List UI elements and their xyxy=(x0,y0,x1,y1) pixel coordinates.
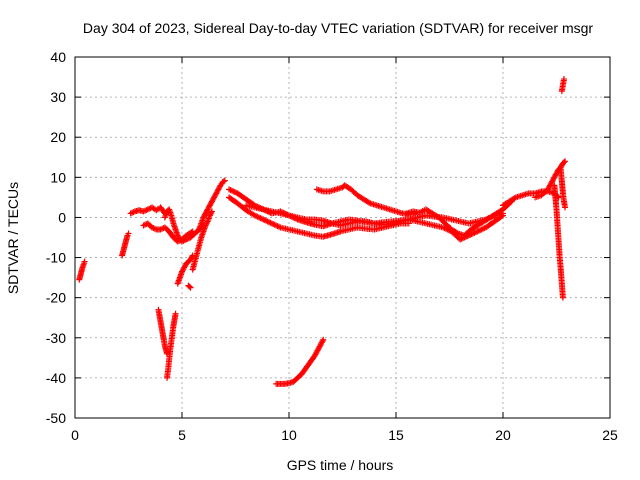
series-arc-19 xyxy=(532,158,569,201)
series-arc-8 xyxy=(174,252,196,287)
plot-frame xyxy=(74,56,611,419)
y-tick-label: 10 xyxy=(50,169,66,185)
series-arc-3 xyxy=(127,204,168,217)
data-point xyxy=(125,230,132,237)
x-tick-label: 15 xyxy=(388,427,404,443)
axis-ticks: 0 5 10 15 20 25 -50 -40 -30 -20 -10 0 10 20 30 40 xyxy=(46,49,618,443)
data-point-interp xyxy=(208,209,215,216)
data-point xyxy=(560,76,567,83)
data-point-interp xyxy=(511,195,518,202)
data-point xyxy=(221,177,228,184)
data-point-interp xyxy=(319,338,326,345)
y-tick-label: -20 xyxy=(46,290,66,306)
y-tick-label: -50 xyxy=(46,410,66,426)
y-tick-label: 30 xyxy=(50,89,66,105)
series-arc-12 xyxy=(226,194,412,240)
series-arc-16 xyxy=(313,182,419,218)
data-point-interp xyxy=(453,229,460,236)
x-tick-label: 20 xyxy=(495,427,511,443)
series-arc-7 xyxy=(164,310,179,381)
y-tick-label: -40 xyxy=(46,370,66,386)
data-point-interp xyxy=(186,283,193,290)
x-tick-label: 10 xyxy=(281,427,297,443)
data-points xyxy=(76,76,569,387)
series-arc-9 xyxy=(189,208,215,273)
series-arc-1 xyxy=(76,258,88,283)
data-point xyxy=(559,294,566,301)
y-tick-label: -10 xyxy=(46,250,66,266)
data-point-interp xyxy=(220,178,227,185)
series-arc-5 xyxy=(161,206,207,245)
x-tick-label: 5 xyxy=(178,427,186,443)
data-point xyxy=(208,208,215,215)
series-arc-2 xyxy=(119,230,132,259)
x-tick-label: 25 xyxy=(602,427,618,443)
y-tick-label: 0 xyxy=(58,209,66,225)
grid xyxy=(75,57,610,418)
data-point-interp xyxy=(130,209,137,216)
data-point xyxy=(562,158,569,165)
x-axis-label: GPS time / hours xyxy=(287,457,394,473)
y-axis-label: SDTVAR / TECUs xyxy=(5,182,21,294)
data-point xyxy=(320,336,327,343)
series-arc-20 xyxy=(551,182,566,301)
series-arc-22 xyxy=(558,76,567,95)
data-point xyxy=(172,310,179,317)
series-arc-21 xyxy=(557,166,569,211)
series-arc-14 xyxy=(243,202,506,229)
chart-title: Day 304 of 2023, Sidereal Day-to-day VTE… xyxy=(83,20,593,36)
data-point-interp xyxy=(203,219,210,226)
y-tick-label: -30 xyxy=(46,330,66,346)
data-point-interp xyxy=(366,199,373,206)
data-point xyxy=(81,258,88,265)
y-tick-label: 20 xyxy=(50,129,66,145)
series-arc-6 xyxy=(155,306,171,357)
x-tick-label: 0 xyxy=(71,427,79,443)
data-point xyxy=(187,284,194,291)
series-arc-11 xyxy=(185,282,194,291)
data-point xyxy=(562,204,569,211)
series-arc-10 xyxy=(196,177,228,233)
series-arc-15 xyxy=(273,336,327,387)
data-point-interp xyxy=(560,159,567,166)
y-tick-label: 40 xyxy=(50,49,66,65)
